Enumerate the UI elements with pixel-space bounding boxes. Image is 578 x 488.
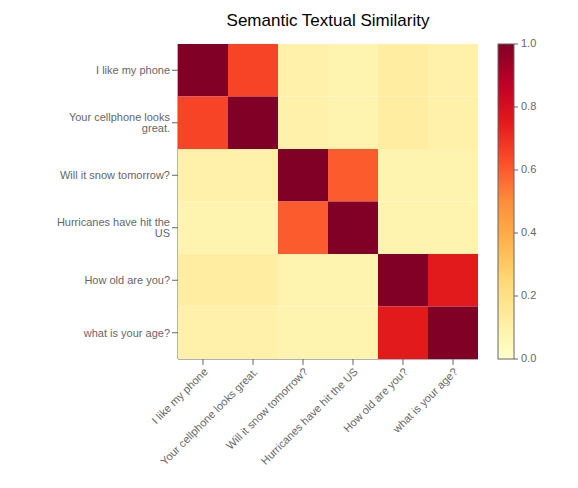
svg-text:Will it snow tomorrow?: Will it snow tomorrow? [224, 365, 310, 451]
svg-text:Your cellphone looks great.: Your cellphone looks great. [158, 365, 260, 467]
svg-text:Hurricanes have hit theUS: Hurricanes have hit theUS [57, 216, 170, 239]
svg-text:Hurricanes have hit the US: Hurricanes have hit the US [259, 365, 360, 466]
svg-text:what is your age?: what is your age? [83, 327, 170, 339]
svg-text:I like my phone: I like my phone [149, 365, 210, 427]
svg-text:0.6: 0.6 [521, 163, 536, 175]
html-text:Semantic Textual Similarity: Semantic Textual Similarity [226, 11, 430, 30]
svg-text:1.0: 1.0 [521, 37, 536, 49]
svg-text:what is your age?: what is your age? [390, 365, 460, 435]
svg-text:0.0: 0.0 [521, 352, 536, 364]
svg-text:0.2: 0.2 [521, 289, 536, 301]
svg-text:I like my phone: I like my phone [96, 64, 170, 76]
svg-text:How old are you?: How old are you? [84, 274, 170, 286]
svg-text:0.4: 0.4 [521, 226, 536, 238]
svg-text:Will it snow tomorrow?: Will it snow tomorrow? [60, 169, 170, 181]
svg-text:How old are you?: How old are you? [340, 365, 410, 435]
svg-text:Your cellphone looksgreat.: Your cellphone looksgreat. [69, 111, 171, 134]
svg-text:0.8: 0.8 [521, 100, 536, 112]
